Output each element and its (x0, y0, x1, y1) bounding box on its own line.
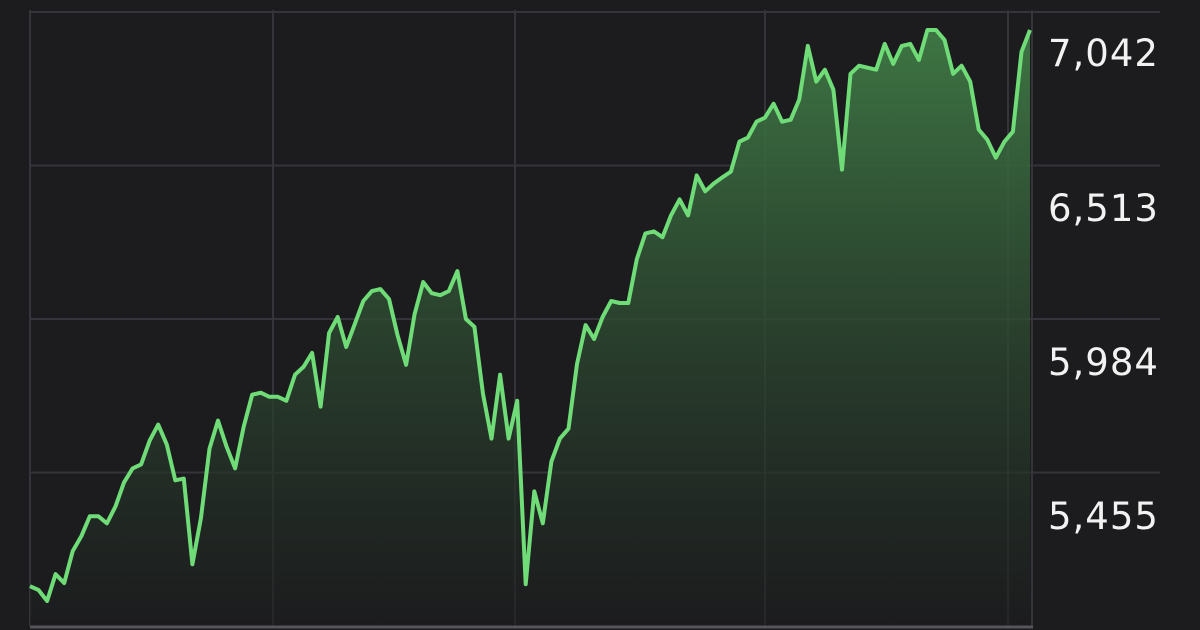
y-tick-label: 5,455 (1048, 495, 1159, 538)
series-area (30, 30, 1030, 626)
y-tick-label: 5,984 (1048, 341, 1159, 384)
series-line (29, 28, 1032, 603)
y-tick-label: 7,042 (1048, 32, 1159, 75)
y-tick-label: 6,513 (1048, 187, 1159, 230)
